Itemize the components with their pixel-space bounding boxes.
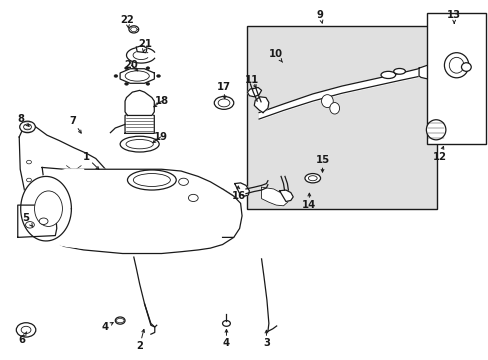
Text: 22: 22 xyxy=(121,15,134,28)
Ellipse shape xyxy=(127,170,176,190)
Polygon shape xyxy=(19,123,105,223)
Text: 4: 4 xyxy=(223,329,229,348)
Circle shape xyxy=(129,26,139,33)
Polygon shape xyxy=(125,101,154,134)
Ellipse shape xyxy=(305,174,320,183)
Text: 20: 20 xyxy=(124,60,138,71)
Polygon shape xyxy=(418,65,430,79)
Polygon shape xyxy=(20,176,71,241)
Circle shape xyxy=(145,67,149,69)
Text: 14: 14 xyxy=(302,193,316,210)
Circle shape xyxy=(145,82,149,85)
Text: 3: 3 xyxy=(263,330,269,348)
Text: 4: 4 xyxy=(102,322,113,332)
Ellipse shape xyxy=(426,120,445,140)
Text: 10: 10 xyxy=(269,49,283,62)
Circle shape xyxy=(25,222,34,228)
Polygon shape xyxy=(247,87,261,97)
Circle shape xyxy=(20,121,35,133)
Polygon shape xyxy=(279,190,293,202)
Polygon shape xyxy=(234,183,249,196)
Bar xyxy=(246,26,436,209)
Text: 18: 18 xyxy=(154,96,168,107)
Circle shape xyxy=(27,185,32,189)
Text: 13: 13 xyxy=(446,10,460,23)
Text: 19: 19 xyxy=(153,132,167,143)
Text: 16: 16 xyxy=(231,186,245,201)
Ellipse shape xyxy=(444,53,468,78)
Ellipse shape xyxy=(120,136,159,152)
Ellipse shape xyxy=(380,71,395,78)
Circle shape xyxy=(114,75,118,77)
Text: 21: 21 xyxy=(138,39,152,52)
Bar xyxy=(427,13,485,144)
Ellipse shape xyxy=(461,63,470,71)
Circle shape xyxy=(26,178,31,182)
Circle shape xyxy=(178,178,188,185)
Text: 11: 11 xyxy=(244,75,259,88)
Polygon shape xyxy=(120,69,154,83)
Text: 9: 9 xyxy=(316,10,323,23)
Ellipse shape xyxy=(116,319,124,323)
Ellipse shape xyxy=(35,191,62,226)
Ellipse shape xyxy=(329,103,339,114)
Circle shape xyxy=(156,75,160,77)
Polygon shape xyxy=(18,205,57,237)
Ellipse shape xyxy=(321,95,332,108)
Polygon shape xyxy=(42,167,233,253)
Text: 5: 5 xyxy=(22,213,32,226)
Circle shape xyxy=(222,320,230,326)
Text: 2: 2 xyxy=(136,329,144,351)
Circle shape xyxy=(39,218,48,225)
Polygon shape xyxy=(222,189,242,237)
Polygon shape xyxy=(261,187,288,206)
Ellipse shape xyxy=(448,57,463,73)
Circle shape xyxy=(16,323,36,337)
Text: 12: 12 xyxy=(432,147,446,162)
Circle shape xyxy=(26,160,31,164)
Ellipse shape xyxy=(218,99,229,107)
Ellipse shape xyxy=(133,174,170,186)
Polygon shape xyxy=(125,90,154,116)
Text: 8: 8 xyxy=(18,114,29,126)
Circle shape xyxy=(115,317,125,324)
Ellipse shape xyxy=(126,139,153,149)
Text: 6: 6 xyxy=(18,332,27,345)
Circle shape xyxy=(188,194,198,202)
Ellipse shape xyxy=(308,176,317,181)
Text: 15: 15 xyxy=(315,155,329,172)
Ellipse shape xyxy=(214,96,233,109)
Ellipse shape xyxy=(393,68,405,74)
Circle shape xyxy=(124,67,128,69)
Text: 1: 1 xyxy=(82,152,99,169)
Circle shape xyxy=(23,124,31,130)
Ellipse shape xyxy=(125,71,149,81)
Text: 17: 17 xyxy=(216,82,230,99)
Text: 7: 7 xyxy=(69,116,81,133)
Polygon shape xyxy=(42,169,83,248)
Circle shape xyxy=(124,82,128,85)
Circle shape xyxy=(21,326,31,333)
Polygon shape xyxy=(136,45,147,53)
Polygon shape xyxy=(254,97,268,113)
